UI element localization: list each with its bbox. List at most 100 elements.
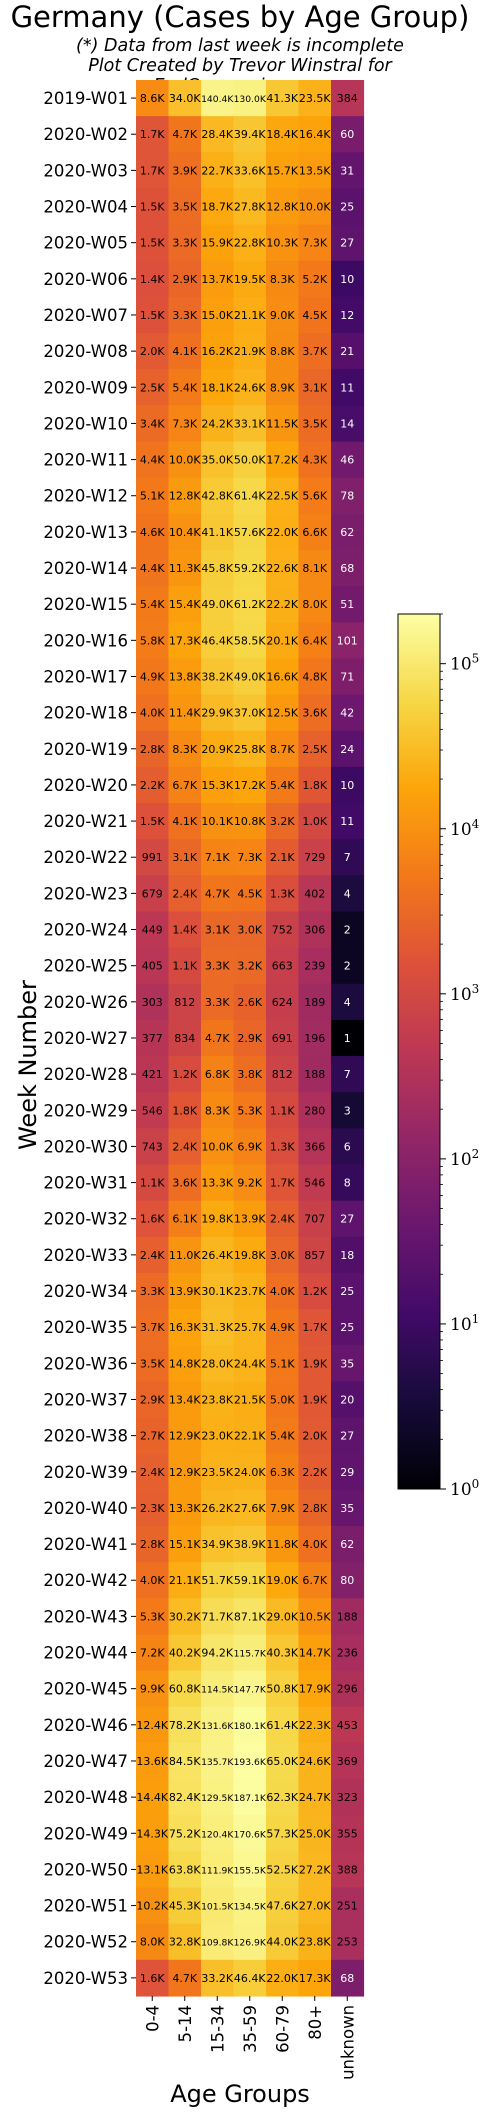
cell-label: 323 bbox=[337, 1791, 358, 1804]
cell-label: 16.2K bbox=[201, 345, 233, 358]
cell-label: 405 bbox=[142, 960, 163, 973]
cell-label: 25.8K bbox=[234, 743, 266, 756]
heatmap-cell bbox=[168, 1598, 202, 1636]
heatmap-cell bbox=[168, 1489, 202, 1527]
y-tick-label: 2020-W16 bbox=[43, 631, 128, 650]
y-tick-label: 2020-W49 bbox=[43, 1824, 128, 1843]
heatmap-cell bbox=[298, 1489, 332, 1527]
cell-label: 24.7K bbox=[299, 1791, 331, 1804]
cell-label: 27.8K bbox=[234, 201, 266, 214]
heatmap-cell bbox=[331, 260, 365, 298]
heatmap-cell bbox=[331, 1959, 365, 1997]
heatmap-cell bbox=[266, 1815, 300, 1852]
cell-label: 691 bbox=[272, 1032, 293, 1045]
cell-label: 6.9K bbox=[237, 1140, 262, 1153]
cell-label: 46.4K bbox=[201, 634, 233, 647]
cell-label: 1.2K bbox=[172, 1068, 197, 1081]
colorbar-tick-label: 102 bbox=[450, 1147, 479, 1170]
cell-label: 6.4K bbox=[302, 634, 327, 647]
cell-label: 13.3K bbox=[201, 1177, 233, 1190]
cell-label: 57.3K bbox=[266, 1827, 298, 1840]
cell-label: 3 bbox=[344, 1104, 351, 1117]
cell-label: 729 bbox=[304, 851, 325, 864]
heatmap-cell bbox=[136, 1779, 170, 1816]
cell-label: 834 bbox=[174, 1032, 195, 1045]
heatmap-cell bbox=[298, 296, 332, 334]
x-tick-label: 5-14 bbox=[176, 2005, 195, 2042]
heatmap-cell bbox=[298, 369, 332, 406]
heatmap-cell bbox=[201, 116, 235, 153]
heatmap-cell bbox=[233, 1236, 267, 1274]
cell-label: 49.0K bbox=[201, 598, 233, 611]
cell-label: 24.6K bbox=[299, 1755, 331, 1768]
cell-label: 236 bbox=[337, 1647, 358, 1660]
heatmap-cell bbox=[168, 1887, 202, 1925]
cell-label: 41.3K bbox=[266, 92, 298, 105]
heatmap-cell bbox=[136, 658, 170, 696]
cell-label: 62 bbox=[340, 1538, 354, 1551]
heatmap-cell bbox=[266, 513, 300, 551]
y-tick-label: 2020-W53 bbox=[43, 1969, 128, 1988]
heatmap-cell bbox=[201, 333, 235, 370]
cell-label: 2.8K bbox=[302, 1502, 327, 1515]
cell-label: 3.5K bbox=[302, 417, 327, 430]
cell-label: 20.1K bbox=[266, 634, 298, 647]
cell-label: 5.3K bbox=[140, 1610, 165, 1623]
cell-label: 449 bbox=[142, 924, 163, 937]
y-tick-label: 2020-W17 bbox=[43, 667, 128, 686]
heatmap-cell bbox=[331, 333, 365, 370]
heatmap-cell bbox=[233, 369, 267, 406]
cell-label: 1.1K bbox=[270, 1104, 295, 1117]
heatmap-cell bbox=[168, 1381, 202, 1419]
heatmap-cell bbox=[331, 1670, 365, 1708]
cell-label: 23.5K bbox=[201, 1466, 233, 1479]
cell-label: 3.6K bbox=[302, 707, 327, 720]
cell-label: 101 bbox=[337, 634, 358, 647]
y-tick-label: 2020-W40 bbox=[43, 1499, 128, 1518]
heatmap-cell bbox=[168, 1923, 202, 1961]
heatmap-cell bbox=[168, 513, 202, 551]
heatmap-cell bbox=[233, 1128, 267, 1166]
heatmap-cell bbox=[233, 1489, 267, 1527]
heatmap-cell bbox=[136, 549, 170, 587]
cell-label: 68 bbox=[340, 1972, 354, 1985]
cell-label: 8.0K bbox=[302, 598, 327, 611]
y-tick-label: 2020-W05 bbox=[43, 234, 128, 253]
cell-label: 24 bbox=[340, 743, 354, 756]
heatmap-cell bbox=[266, 260, 300, 298]
heatmap-cell bbox=[233, 1019, 267, 1057]
cell-label: 8.1K bbox=[302, 562, 327, 575]
cell-label: 3.1K bbox=[302, 381, 327, 394]
heatmap-cell bbox=[201, 1200, 235, 1238]
heatmap-cell bbox=[266, 1092, 300, 1129]
heatmap-cell bbox=[331, 658, 365, 696]
cell-label: 27 bbox=[340, 237, 354, 250]
cell-label: 2.2K bbox=[302, 1466, 327, 1479]
colorbar-tick-label: 100 bbox=[450, 1477, 479, 1500]
heatmap-cell bbox=[136, 80, 170, 117]
cell-label: 27 bbox=[340, 1430, 354, 1443]
cell-label: 17.3K bbox=[169, 634, 201, 647]
heatmap-cell bbox=[136, 1923, 170, 1961]
y-tick-label: 2020-W42 bbox=[43, 1571, 128, 1590]
heatmap-cell bbox=[136, 260, 170, 298]
y-tick-label: 2020-W52 bbox=[43, 1933, 128, 1952]
heatmap-cell bbox=[266, 1200, 300, 1238]
heatmap-cell bbox=[168, 766, 202, 804]
cell-label: 35.0K bbox=[201, 454, 233, 467]
cell-label: 18.1K bbox=[201, 381, 233, 394]
cell-label: 57.6K bbox=[234, 526, 266, 539]
heatmap-cell bbox=[168, 477, 202, 515]
cell-label: 16.4K bbox=[299, 128, 331, 141]
cell-label: 377 bbox=[142, 1032, 163, 1045]
cell-label: 24.0K bbox=[234, 1466, 266, 1479]
cell-label: 12.5K bbox=[266, 707, 298, 720]
cell-label: 16.6K bbox=[266, 670, 298, 683]
heatmap-cell bbox=[331, 188, 365, 226]
heatmap-cell bbox=[298, 1779, 332, 1816]
cell-label: 22.1K bbox=[234, 1430, 266, 1443]
heatmap-cell bbox=[233, 875, 267, 913]
heatmap-cell bbox=[201, 549, 235, 587]
cell-label: 135.7K bbox=[201, 1757, 234, 1768]
